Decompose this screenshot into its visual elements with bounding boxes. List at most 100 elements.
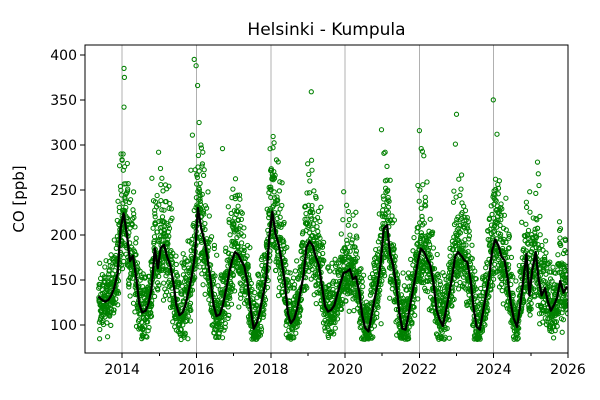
scatter-point (206, 213, 212, 219)
scatter-point (289, 325, 296, 331)
scatter-point (315, 228, 321, 235)
scatter-point (292, 268, 299, 274)
scatter-point (434, 251, 440, 258)
scatter-point (414, 229, 420, 235)
plot-border (84, 44, 569, 354)
scatter-point (132, 224, 138, 230)
scatter-point (121, 74, 128, 81)
scatter-point (208, 234, 215, 240)
scatter-point (205, 189, 211, 195)
scatter-point (277, 278, 284, 284)
scatter-point (193, 181, 200, 187)
scatter-point (274, 200, 280, 207)
scatter-point (291, 281, 298, 288)
scatter-point (157, 236, 163, 243)
scatter-point (492, 186, 499, 193)
scatter-point (166, 183, 172, 189)
scatter-point (515, 330, 521, 337)
scatter-point (126, 284, 132, 290)
scatter-point (444, 325, 450, 332)
scatter-point (485, 308, 491, 314)
scatter-point (133, 235, 139, 241)
scatter-point (261, 307, 267, 313)
scatter-point (332, 319, 338, 326)
scatter-point (309, 202, 315, 209)
scatter-point (314, 214, 321, 221)
scatter-point (304, 190, 310, 196)
scatter-point (422, 194, 428, 200)
scatter-point (152, 199, 159, 205)
scatter-point (564, 277, 568, 283)
scatter-point (537, 213, 543, 220)
scatter-point (226, 216, 232, 223)
scatter-point (514, 336, 520, 342)
scatter-point (462, 214, 468, 220)
scatter-point (151, 234, 158, 240)
scatter-point (503, 249, 509, 256)
scatter-point (121, 65, 127, 72)
scatter-point (516, 262, 522, 269)
scatter-point (557, 226, 564, 232)
scatter-point (306, 171, 312, 178)
scatter-point (223, 245, 229, 251)
scatter-point (156, 273, 162, 280)
scatter-point (560, 317, 567, 323)
scatter-point (415, 182, 421, 189)
scatter-point (201, 211, 207, 217)
scatter-point (491, 191, 497, 198)
scatter-point (310, 221, 316, 227)
scatter-point (537, 232, 543, 238)
scatter-point (466, 228, 472, 234)
scatter-point (343, 298, 349, 304)
scatter-point (139, 335, 145, 342)
y-tick-label: 400 (50, 48, 77, 64)
scatter-point (216, 330, 222, 336)
scatter-point (118, 187, 124, 193)
scatter-point (230, 272, 236, 279)
scatter-point (453, 220, 459, 226)
scatter-point (270, 145, 276, 151)
scatter-point (183, 276, 190, 282)
scatter-point (559, 329, 565, 335)
scatter-point (152, 211, 158, 217)
scatter-point (270, 133, 276, 140)
scatter-point (311, 188, 317, 194)
scatter-point (201, 264, 207, 270)
scatter-point (367, 292, 374, 298)
scatter-point (347, 232, 353, 238)
scatter-point (207, 237, 214, 243)
scatter-point (498, 201, 504, 207)
scatter-point (257, 332, 264, 338)
scatter-point (385, 204, 392, 210)
scatter-point (345, 284, 351, 290)
scatter-point (533, 234, 540, 240)
scatter-point (185, 336, 191, 342)
scatter-point (125, 180, 131, 187)
scatter-point (102, 314, 108, 320)
scatter-point (411, 234, 417, 241)
scatter-point (446, 335, 452, 341)
scatter-point (202, 226, 208, 233)
scatter-point (304, 285, 310, 291)
scatter-point (516, 325, 522, 331)
scatter-point (491, 261, 498, 267)
scatter-point (450, 199, 457, 205)
scatter-point (564, 265, 568, 271)
scatter-point (293, 330, 299, 336)
scatter-point (370, 334, 376, 340)
scatter-point (422, 203, 429, 209)
scatter-point (344, 237, 350, 243)
scatter-point (281, 219, 287, 226)
scatter-point (155, 149, 162, 155)
scatter-point (236, 304, 242, 310)
scatter-point (437, 281, 444, 287)
scatter-point (462, 207, 469, 214)
scatter-point (202, 220, 208, 227)
scatter-point (189, 236, 195, 243)
scatter-point (174, 273, 181, 279)
scatter-point (359, 278, 365, 285)
scatter-point (458, 186, 464, 192)
scatter-point (271, 140, 277, 146)
scatter-point (237, 196, 243, 202)
